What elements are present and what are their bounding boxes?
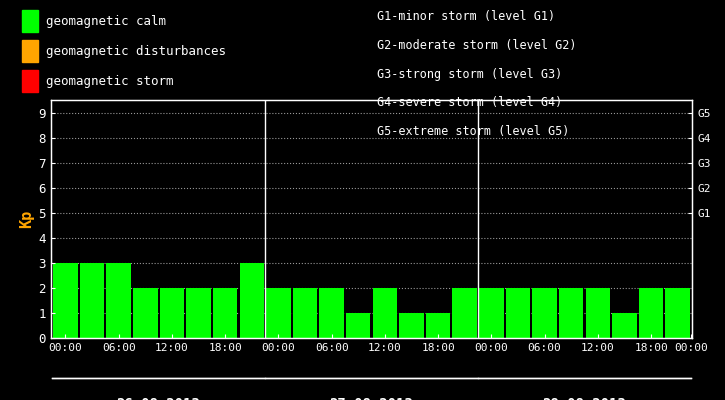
Bar <box>452 288 477 338</box>
Bar <box>666 288 690 338</box>
Bar <box>586 288 610 338</box>
Bar <box>53 263 78 338</box>
Text: 28.08.2013: 28.08.2013 <box>543 398 626 400</box>
Bar <box>133 288 157 338</box>
Bar <box>532 288 557 338</box>
Text: geomagnetic storm: geomagnetic storm <box>46 74 174 88</box>
Text: 26.08.2013: 26.08.2013 <box>117 398 200 400</box>
Bar <box>612 313 637 338</box>
Bar <box>426 313 450 338</box>
Text: G1-minor storm (level G1): G1-minor storm (level G1) <box>377 10 555 23</box>
Bar <box>160 288 184 338</box>
Text: G5-extreme storm (level G5): G5-extreme storm (level G5) <box>377 125 569 138</box>
Bar <box>506 288 530 338</box>
Text: 27.08.2013: 27.08.2013 <box>330 398 413 400</box>
Text: G2-moderate storm (level G2): G2-moderate storm (level G2) <box>377 39 576 52</box>
Bar <box>293 288 318 338</box>
Bar <box>373 288 397 338</box>
Y-axis label: Kp: Kp <box>20 210 34 228</box>
Bar <box>346 313 370 338</box>
Text: G3-strong storm (level G3): G3-strong storm (level G3) <box>377 68 563 81</box>
Bar <box>213 288 237 338</box>
Text: G4-severe storm (level G4): G4-severe storm (level G4) <box>377 96 563 109</box>
Bar <box>186 288 211 338</box>
Bar <box>239 263 264 338</box>
Bar <box>320 288 344 338</box>
Bar <box>559 288 584 338</box>
Text: geomagnetic disturbances: geomagnetic disturbances <box>46 44 226 58</box>
Bar <box>80 263 104 338</box>
Bar <box>266 288 291 338</box>
Bar <box>479 288 504 338</box>
Bar <box>399 313 423 338</box>
Bar <box>107 263 131 338</box>
Bar <box>639 288 663 338</box>
Text: geomagnetic calm: geomagnetic calm <box>46 14 167 28</box>
